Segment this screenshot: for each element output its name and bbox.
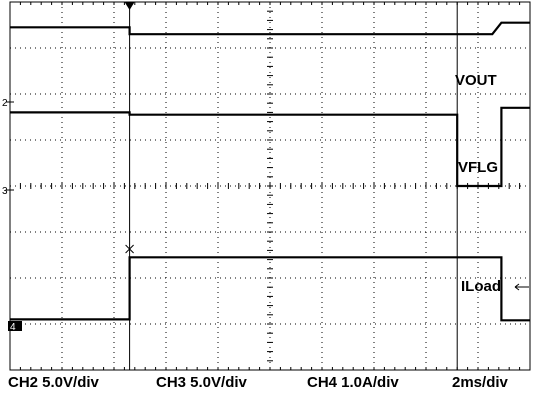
ch3-scale: CH3 5.0V/div [156,374,247,391]
vout-label: VOUT [455,72,497,89]
ch4-marker-box [8,321,22,331]
grid [9,1,531,371]
trace-iload [10,256,530,322]
ch2-scale: CH2 5.0V/div [8,374,99,391]
time-scale: 2ms/div [452,374,508,391]
oscilloscope-screen: 2 3 4 VOUT VFLG ILoad [2,1,531,371]
traces [10,2,530,370]
channel-marker-2: 2 [2,98,8,109]
ch4-scale: CH4 1.0A/div [307,374,399,391]
channel-marker-3: 3 [2,186,8,197]
scale-readout: CH2 5.0V/div CH3 5.0V/div CH4 1.0A/div 2… [0,372,537,396]
channel-marker-4: 4 [10,322,16,333]
cursor-x-icon [125,244,134,254]
iload-arrow-icon [514,283,529,291]
trace-vflg [10,106,530,188]
vflg-label: VFLG [458,159,498,176]
trace-vout [10,21,530,36]
trace-labels: VOUT VFLG ILoad [455,72,529,295]
iload-label: ILoad [461,278,501,295]
channel-markers: 2 3 4 [2,2,135,333]
